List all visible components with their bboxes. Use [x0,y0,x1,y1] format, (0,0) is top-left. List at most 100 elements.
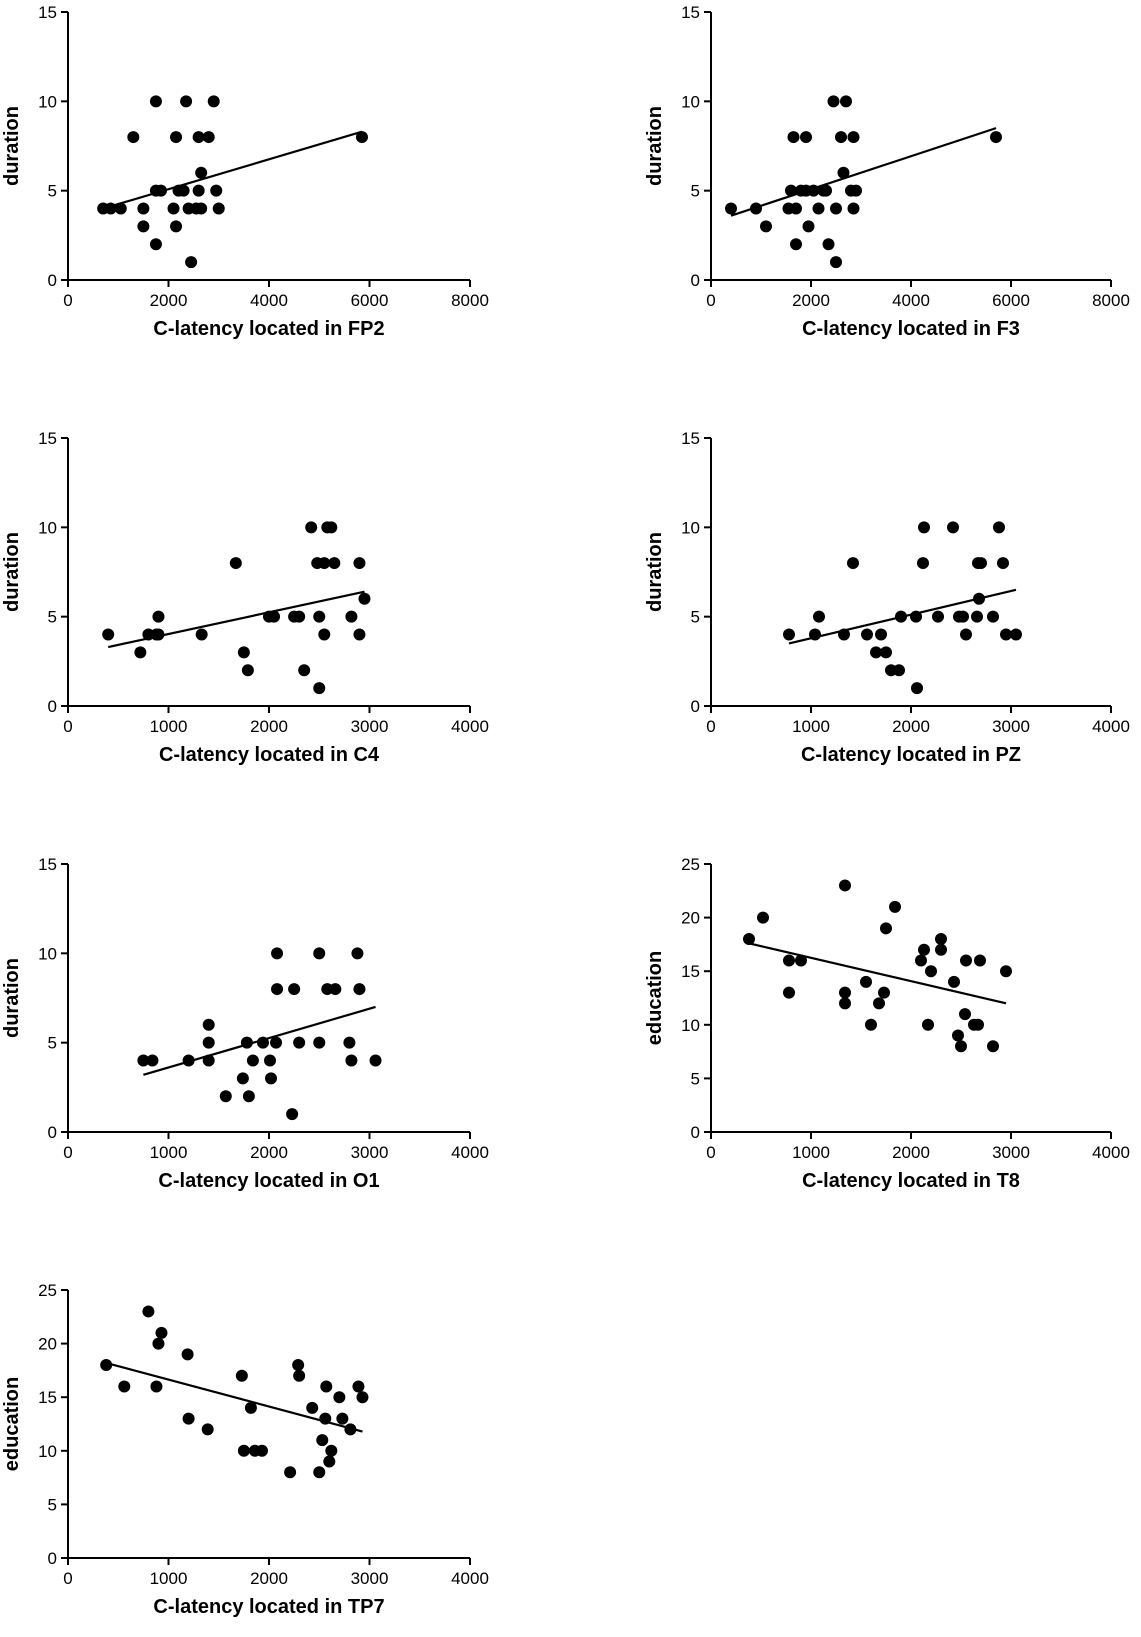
data-point [878,986,890,999]
x-tick-label: 4000 [451,717,489,736]
data-point [149,238,162,251]
data-point [137,1054,150,1067]
data-point [358,592,371,605]
data-point [837,166,850,179]
y-tick-label: 15 [681,3,700,22]
data-point [242,1090,255,1103]
data-point [952,1029,964,1042]
data-point [182,1054,195,1067]
data-point [725,202,737,215]
data-point [959,1008,971,1021]
data-point [974,954,986,967]
x-tick-label: 4000 [892,291,930,310]
data-point [847,131,860,144]
y-tick-label: 5 [48,608,57,627]
data-point [802,220,815,233]
data-point [246,1054,259,1067]
data-point [114,202,127,215]
y-tick-label: 10 [38,518,57,537]
data-point [757,911,769,924]
scatter-panel: 0 5 10 15 0 1000 2000 3000 4000 C-latency located… [1,429,489,766]
scatter-panel: 0 5 10 15 0 1000 2000 3000 4000 C-latency located… [1,855,489,1192]
data-point [918,943,930,956]
data-point [760,220,772,233]
data-point [1000,965,1012,978]
scatter-panel: 0 5 10 15 20 25 0 1000 2000 3000 4000 C-latency loc… [1,1281,489,1618]
data-point [997,557,1009,570]
data-point [102,628,115,641]
y-tick-label: 5 [48,182,57,201]
x-tick-label: 3000 [351,1569,389,1588]
data-point [973,592,985,605]
data-point [118,1380,131,1393]
data-point [860,975,872,988]
data-point [790,238,802,251]
y-tick-label: 0 [691,1123,700,1142]
x-axis-title: C-latency located in T8 [802,1170,1020,1192]
y-tick-label: 5 [691,1069,700,1088]
data-point [170,131,183,144]
y-tick-label: 5 [48,1034,57,1053]
data-point [352,1380,365,1393]
x-tick-label: 4000 [1092,717,1130,736]
data-point [353,983,366,996]
data-point [355,131,368,144]
y-axis-title: education [644,951,666,1045]
data-point [990,131,1002,144]
data-point [333,1391,346,1404]
x-tick-label: 8000 [1092,291,1130,310]
data-point [839,997,851,1010]
y-tick-label: 15 [681,962,700,981]
x-tick-label: 1000 [792,717,830,736]
data-point [180,95,193,108]
data-point [271,983,284,996]
data-point [313,1036,326,1049]
data-point [783,986,795,999]
x-tick-label: 0 [706,291,715,310]
data-point [785,184,797,197]
data-point [329,983,342,996]
x-tick-label: 0 [63,1569,72,1588]
data-point [820,184,832,197]
data-point [240,1036,253,1049]
x-axis-title: C-latency located in FP2 [153,318,384,340]
scatter-panel: 0 5 10 15 0 2000 4000 6000 8000 C-latency located… [1,3,489,340]
data-point [935,933,947,946]
y-axis-title: duration [644,532,666,612]
y-axis-title: duration [1,532,23,612]
y-axis-title: duration [1,958,23,1038]
data-point [182,1412,195,1425]
x-tick-label: 1000 [150,1143,188,1162]
x-tick-label: 2000 [250,717,288,736]
data-point [987,1040,999,1053]
x-tick-label: 2000 [250,1143,288,1162]
x-axis-title: C-latency located in PZ [801,744,1021,766]
data-point [201,1423,214,1436]
data-point [353,628,366,641]
y-tick-label: 10 [38,944,57,963]
y-tick-label: 10 [681,92,700,111]
x-tick-label: 0 [63,291,72,310]
data-point [323,1455,336,1468]
data-point [345,610,358,623]
data-point [150,1380,163,1393]
x-tick-label: 2000 [250,1569,288,1588]
data-point [328,557,341,570]
data-point [288,983,301,996]
data-point [987,610,999,623]
x-tick-label: 4000 [250,291,288,310]
y-tick-label: 0 [691,271,700,290]
data-point [343,1036,356,1049]
data-point [202,1054,215,1067]
y-tick-label: 5 [691,182,700,201]
data-point [286,1108,299,1121]
data-point [809,628,821,641]
data-point [960,628,972,641]
x-tick-label: 1000 [150,717,188,736]
y-tick-label: 10 [681,518,700,537]
y-tick-label: 0 [48,1549,57,1568]
data-point [993,521,1005,534]
data-point [353,557,366,570]
data-point [345,1054,358,1067]
data-point [835,131,847,144]
